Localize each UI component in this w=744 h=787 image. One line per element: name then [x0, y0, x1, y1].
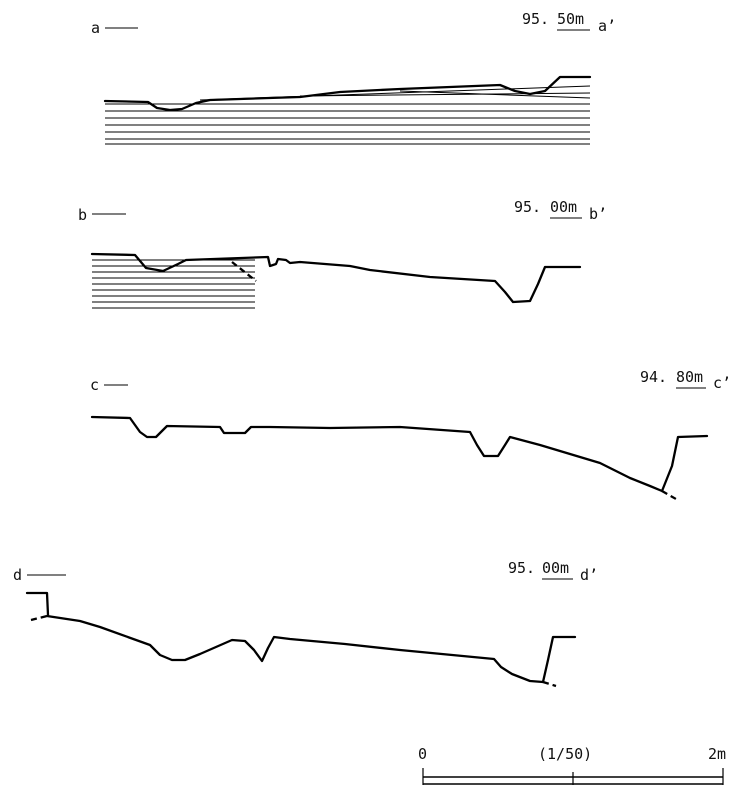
section-d-dashed-start [30, 614, 48, 622]
section-b: b 95. 00m b’ [78, 198, 607, 309]
section-d-dashed-end [542, 680, 557, 688]
section-a-right-label: a’ [598, 17, 616, 35]
section-a: a 95. 50m a’ [91, 10, 616, 145]
section-d: d 95. 00m d’ [13, 559, 598, 688]
section-d-profile-start [25, 591, 50, 617]
section-b-left-label: b [78, 206, 87, 224]
scale-bar: 0 (1/50) 2m [418, 745, 726, 785]
scale-end-label: 2m [708, 745, 726, 763]
section-a-elevation-int: 95. [522, 10, 549, 28]
section-b-profile-line [90, 252, 582, 304]
section-b-dashed-line [231, 261, 257, 282]
section-a-left-label: a [91, 19, 100, 37]
section-d-left-label: d [13, 566, 22, 584]
section-c-elevation-dec: 80m [676, 368, 703, 386]
section-d-right-label: d’ [580, 566, 598, 584]
section-c-left-label: c [90, 376, 99, 394]
section-d-profile-line [45, 614, 577, 684]
section-c-dashed-line [661, 490, 677, 500]
section-b-elevation-int: 95. [514, 198, 541, 216]
scale-ratio-label: (1/50) [538, 745, 592, 763]
section-d-elevation-int: 95. [508, 559, 535, 577]
section-b-elevation-dec: 00m [550, 198, 577, 216]
section-a-profile-line [103, 75, 592, 112]
section-a-elevation-dec: 50m [557, 10, 584, 28]
section-c-elevation-int: 94. [640, 368, 667, 386]
section-c: c 94. 80m c’ [90, 368, 731, 500]
section-a-hatching [105, 85, 591, 145]
section-d-elevation-dec: 00m [542, 559, 569, 577]
section-c-profile-line [90, 415, 709, 493]
scale-start-label: 0 [418, 745, 427, 763]
section-c-right-label: c’ [713, 374, 731, 392]
section-b-right-label: b’ [589, 205, 607, 223]
